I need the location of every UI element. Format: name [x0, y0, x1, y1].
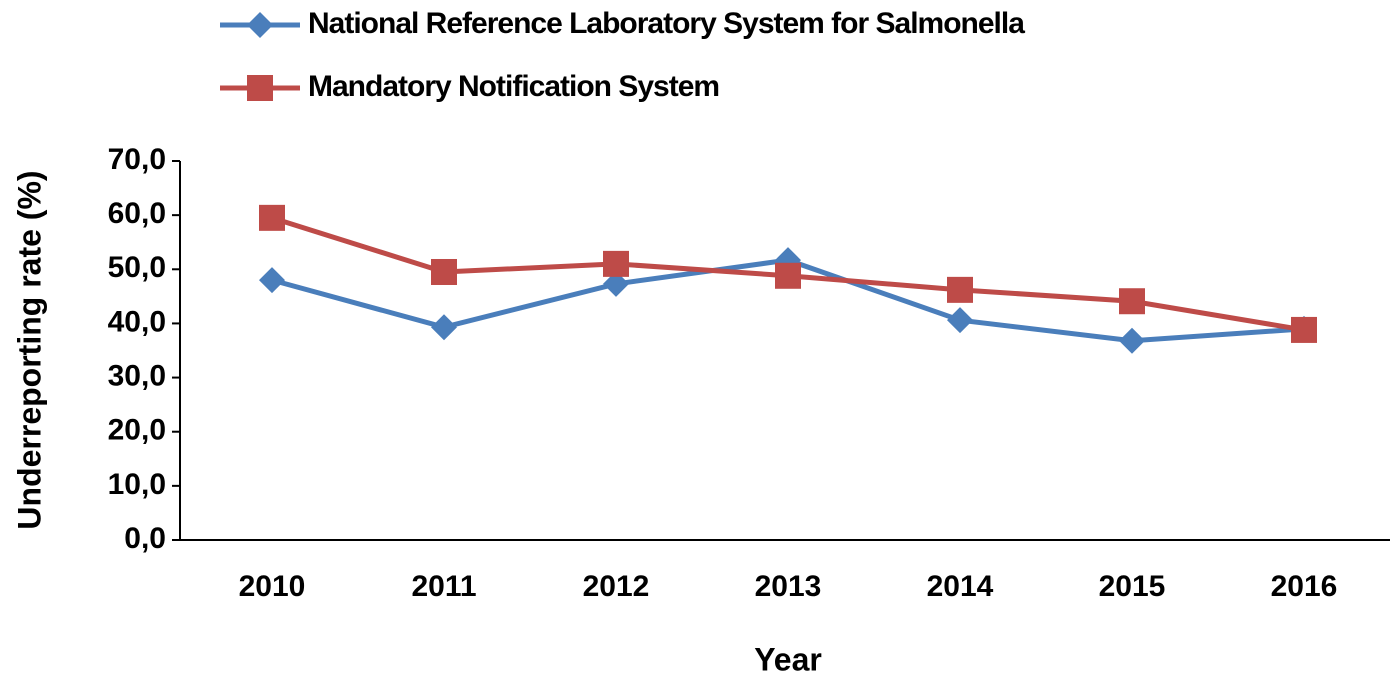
legend-label: Mandatory Notification System	[308, 70, 719, 103]
data-point	[603, 270, 629, 297]
data-point	[259, 267, 285, 294]
data-point	[775, 262, 801, 289]
data-point	[1291, 316, 1317, 343]
x-tick-label: 2014	[927, 570, 994, 603]
x-axis-title: Year	[754, 641, 822, 677]
data-point	[259, 204, 285, 231]
y-tick-label: 50,0	[108, 251, 166, 284]
x-tick-label: 2015	[1099, 570, 1166, 603]
x-tick-label: 2012	[583, 570, 650, 603]
data-point	[603, 250, 629, 277]
y-tick-label: 20,0	[108, 414, 166, 447]
y-tick-label: 70,0	[108, 143, 166, 176]
data-point	[431, 258, 457, 285]
data-point	[947, 307, 973, 334]
legend-marker	[247, 75, 273, 101]
y-tick-label: 30,0	[108, 359, 166, 392]
y-tick-label: 10,0	[108, 468, 166, 501]
data-point	[1119, 288, 1145, 315]
x-tick-label: 2010	[239, 570, 306, 603]
data-point	[1119, 327, 1145, 354]
x-tick-label: 2016	[1271, 570, 1338, 603]
data-point	[431, 314, 457, 341]
x-tick-label: 2013	[755, 570, 822, 603]
y-tick-label: 40,0	[108, 305, 166, 338]
y-axis-title: Underreporting rate (%)	[11, 170, 47, 529]
x-tick-label: 2011	[411, 570, 476, 603]
y-tick-label: 0,0	[124, 522, 166, 555]
data-point	[947, 276, 973, 303]
y-tick-label: 60,0	[108, 197, 166, 230]
legend-label: National Reference Laboratory System for…	[308, 7, 1025, 40]
legend-marker	[247, 12, 273, 38]
